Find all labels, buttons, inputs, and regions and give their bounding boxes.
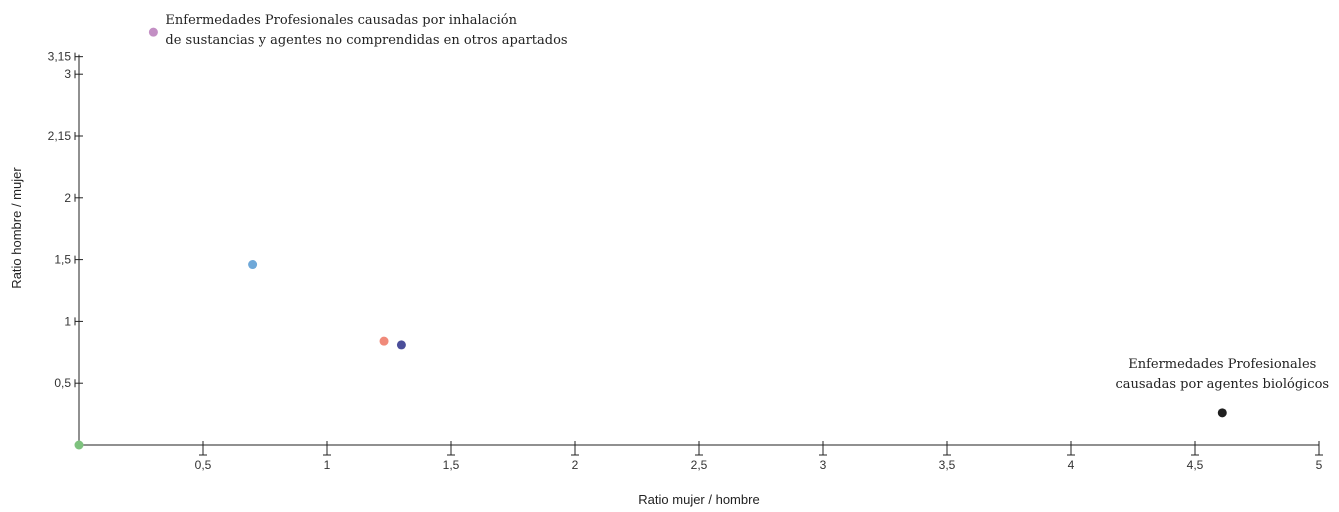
x-tick-label: 0,5 [195, 458, 212, 472]
x-tick-label: 2 [572, 458, 579, 472]
y-tick-label: 3,15 [48, 50, 72, 64]
y-tick-label: 2,15 [48, 129, 72, 143]
x-axis-ticks: 0,5 1 1,5 2 2,5 3 3,5 4 4,5 5 [195, 441, 1323, 472]
data-point [148, 27, 158, 37]
y-tick-label: 1 [64, 314, 71, 328]
x-tick-label: 2,5 [691, 458, 708, 472]
annotations: Enfermedades Profesionales causadas por … [165, 13, 1329, 392]
x-axis-title: Ratio mujer / hombre [638, 492, 759, 507]
point-annotation: Enfermedades Profesionales [1128, 357, 1316, 372]
x-tick-label: 5 [1316, 458, 1323, 472]
data-points [74, 27, 1227, 450]
y-axis-ticks: 0,5 1 1,5 2 2,15 3 3,15 [48, 50, 83, 390]
data-point [1217, 408, 1227, 418]
x-tick-label: 1 [324, 458, 331, 472]
data-point [74, 440, 84, 450]
y-tick-label: 0,5 [54, 376, 71, 390]
point-annotation: de sustancias y agentes no comprendidas … [165, 33, 567, 48]
point-annotation: causadas por agentes biológicos [1115, 377, 1329, 392]
x-tick-label: 4 [1068, 458, 1075, 472]
x-tick-label: 1,5 [443, 458, 460, 472]
point-annotation: Enfermedades Profesionales causadas por … [165, 13, 517, 28]
data-point [379, 336, 389, 346]
y-tick-label: 2 [64, 191, 71, 205]
x-tick-label: 3,5 [939, 458, 956, 472]
y-axis-title: Ratio hombre / mujer [9, 167, 24, 289]
y-tick-label: 3 [64, 67, 71, 81]
data-point [248, 260, 258, 270]
x-tick-label: 4,5 [1187, 458, 1204, 472]
data-point [396, 340, 406, 350]
y-tick-label: 1,5 [54, 253, 71, 267]
x-tick-label: 3 [820, 458, 827, 472]
